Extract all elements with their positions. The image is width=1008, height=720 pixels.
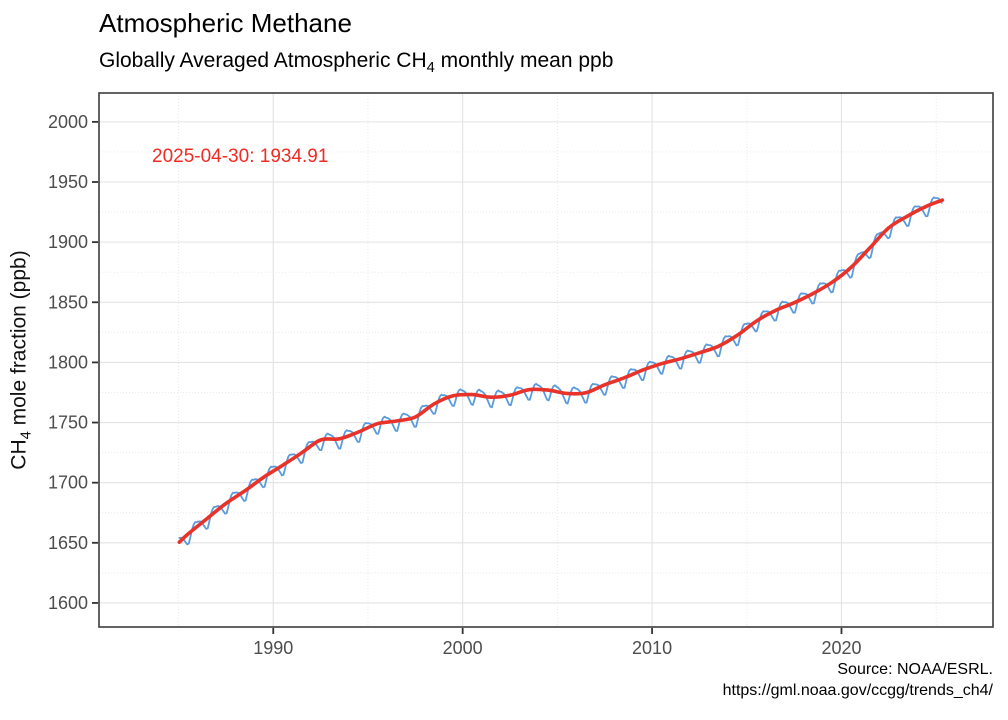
y-axis-title-subscript: 4 [18,431,35,440]
x-tick-label: 1990 [253,638,293,658]
chart-subtitle-text: Globally Averaged Atmospheric CH [99,49,427,72]
chart-subtitle-suffix: monthly mean ppb [434,49,614,72]
y-tick-label: 2000 [48,112,88,132]
trend-line [177,198,945,544]
y-tick-label: 1650 [48,533,88,553]
source-caption: Source: NOAA/ESRL. https://gml.noaa.gov/… [723,659,993,701]
monthly-mean-line [178,196,943,546]
chart-subtitle: Globally Averaged Atmospheric CH4 monthl… [99,48,613,81]
y-axis-title: CH4 mole fraction (ppb) [7,250,34,469]
x-tick-label: 2020 [821,638,861,658]
y-tick-label: 1700 [48,473,88,493]
panel-border [98,92,994,628]
caption-url-line: https://gml.noaa.gov/ccgg/trends_ch4/ [722,682,993,699]
y-tick-label: 1800 [48,352,88,372]
chart-title: Atmospheric Methane [99,8,352,38]
caption-source-line: Source: NOAA/ESRL. [837,661,993,678]
x-tick-label: 2000 [443,638,483,658]
y-axis-title-text: CH [7,439,31,470]
y-tick-label: 1850 [48,292,88,312]
y-tick-label: 1900 [48,232,88,252]
y-tick-label: 1600 [48,593,88,613]
y-axis-title-suffix: mole fraction (ppb) [7,250,31,432]
latest-value-annotation: 2025-04-30: 1934.91 [152,146,329,167]
x-tick-label: 2010 [632,638,672,658]
chart-subtitle-subscript: 4 [426,60,435,77]
y-tick-label: 1750 [48,413,88,433]
y-tick-label: 1950 [48,172,88,192]
